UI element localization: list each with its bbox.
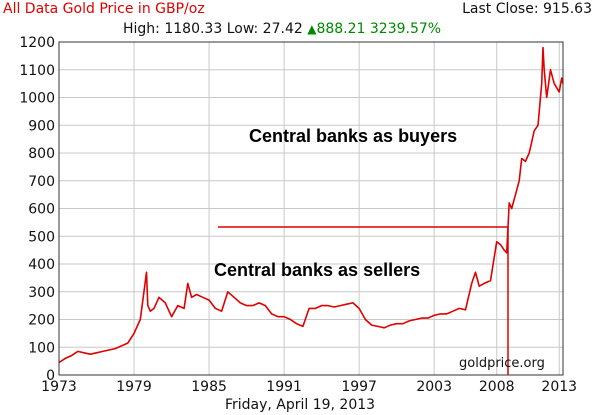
y-tick-label: 900 xyxy=(28,118,55,134)
x-tick-label: 2003 xyxy=(416,379,452,395)
x-axis-ticks: 1973 1979 1985 1991 1997 2003 2008 2013 xyxy=(41,379,577,395)
x-tick-label: 1997 xyxy=(341,379,377,395)
y-tick-label: 1200 xyxy=(19,35,55,51)
chart-date: Friday, April 19, 2013 xyxy=(224,397,376,413)
low-value: Low: 27.42 xyxy=(226,21,303,37)
y-tick-label: 800 xyxy=(28,146,55,162)
y-tick-label: 700 xyxy=(28,174,55,190)
x-tick-label: 1979 xyxy=(116,379,152,395)
watermark: goldprice.org xyxy=(459,356,545,371)
y-tick-label: 400 xyxy=(28,257,55,273)
x-tick-label: 2013 xyxy=(541,379,577,395)
x-tick-label: 1991 xyxy=(266,379,302,395)
x-tick-label: 1973 xyxy=(41,379,77,395)
y-tick-label: 1100 xyxy=(19,63,55,79)
up-arrow-icon: ▲ xyxy=(307,22,317,36)
y-tick-label: 200 xyxy=(28,313,55,329)
y-tick-label: 1000 xyxy=(19,91,55,107)
x-tick-label: 1985 xyxy=(191,379,227,395)
y-axis-ticks: 0 100 200 300 400 500 600 700 800 900 1000 1100 1200 xyxy=(19,35,55,384)
last-close: Last Close: 915.63 xyxy=(462,1,592,17)
y-tick-label: 500 xyxy=(28,229,55,245)
annotation-buyers: Central banks as buyers xyxy=(249,126,458,146)
plot-frame xyxy=(58,41,564,376)
y-tick-label: 600 xyxy=(28,202,55,218)
gold-price-line xyxy=(58,46,564,364)
x-tick-label: 2008 xyxy=(479,379,515,395)
y-tick-label: 100 xyxy=(28,340,55,356)
stats-line: High: 1180.33 Low: 27.42 ▲888.21 3239.57… xyxy=(123,21,441,37)
y-tick-label: 300 xyxy=(28,285,55,301)
high-value: High: 1180.33 xyxy=(123,21,223,37)
annotation-sellers: Central banks as sellers xyxy=(214,260,421,280)
y-tick-label: 0 xyxy=(46,368,55,384)
chart-grid xyxy=(58,41,563,376)
chart-title: All Data Gold Price in GBP/oz xyxy=(3,1,205,17)
change-value: 888.21 3239.57% xyxy=(316,21,442,37)
